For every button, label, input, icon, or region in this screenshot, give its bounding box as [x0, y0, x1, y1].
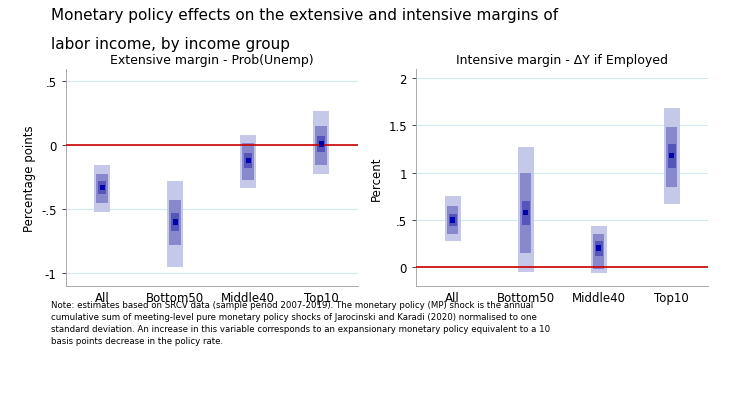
Bar: [317, 137, 325, 153]
Text: labor income, by income group: labor income, by income group: [51, 37, 290, 52]
Bar: [167, 182, 183, 267]
Bar: [448, 215, 457, 226]
Bar: [244, 154, 253, 169]
Bar: [318, 142, 324, 148]
Bar: [594, 241, 603, 256]
Bar: [668, 145, 676, 169]
Bar: [523, 210, 528, 216]
Bar: [171, 213, 179, 231]
Text: Monetary policy effects on the extensive and intensive margins of: Monetary policy effects on the extensive…: [51, 8, 558, 23]
Bar: [450, 218, 456, 223]
Bar: [596, 246, 602, 251]
Bar: [242, 144, 254, 180]
Bar: [99, 185, 105, 191]
Bar: [664, 109, 680, 204]
Bar: [666, 128, 677, 187]
Bar: [520, 173, 531, 253]
Bar: [169, 201, 181, 245]
Bar: [96, 174, 108, 203]
Title: Intensive margin - ΔY if Employed: Intensive margin - ΔY if Employed: [456, 54, 668, 67]
Bar: [94, 165, 110, 212]
Bar: [593, 234, 604, 270]
Bar: [98, 182, 107, 195]
Bar: [240, 136, 256, 188]
Y-axis label: Percentage points: Percentage points: [23, 125, 36, 231]
Bar: [591, 227, 607, 273]
Bar: [445, 197, 461, 241]
Title: Extensive margin - Prob(Unemp): Extensive margin - Prob(Unemp): [110, 54, 313, 67]
Y-axis label: Percent: Percent: [370, 156, 383, 200]
Bar: [521, 202, 530, 225]
Bar: [669, 153, 675, 159]
Bar: [447, 206, 458, 234]
Text: Note: estimates based on SRCV data (sample period 2007-2019). The monetary polic: Note: estimates based on SRCV data (samp…: [51, 301, 550, 345]
Bar: [245, 159, 251, 164]
Bar: [315, 127, 327, 165]
Bar: [518, 148, 534, 272]
Bar: [313, 112, 329, 174]
Bar: [172, 220, 178, 225]
